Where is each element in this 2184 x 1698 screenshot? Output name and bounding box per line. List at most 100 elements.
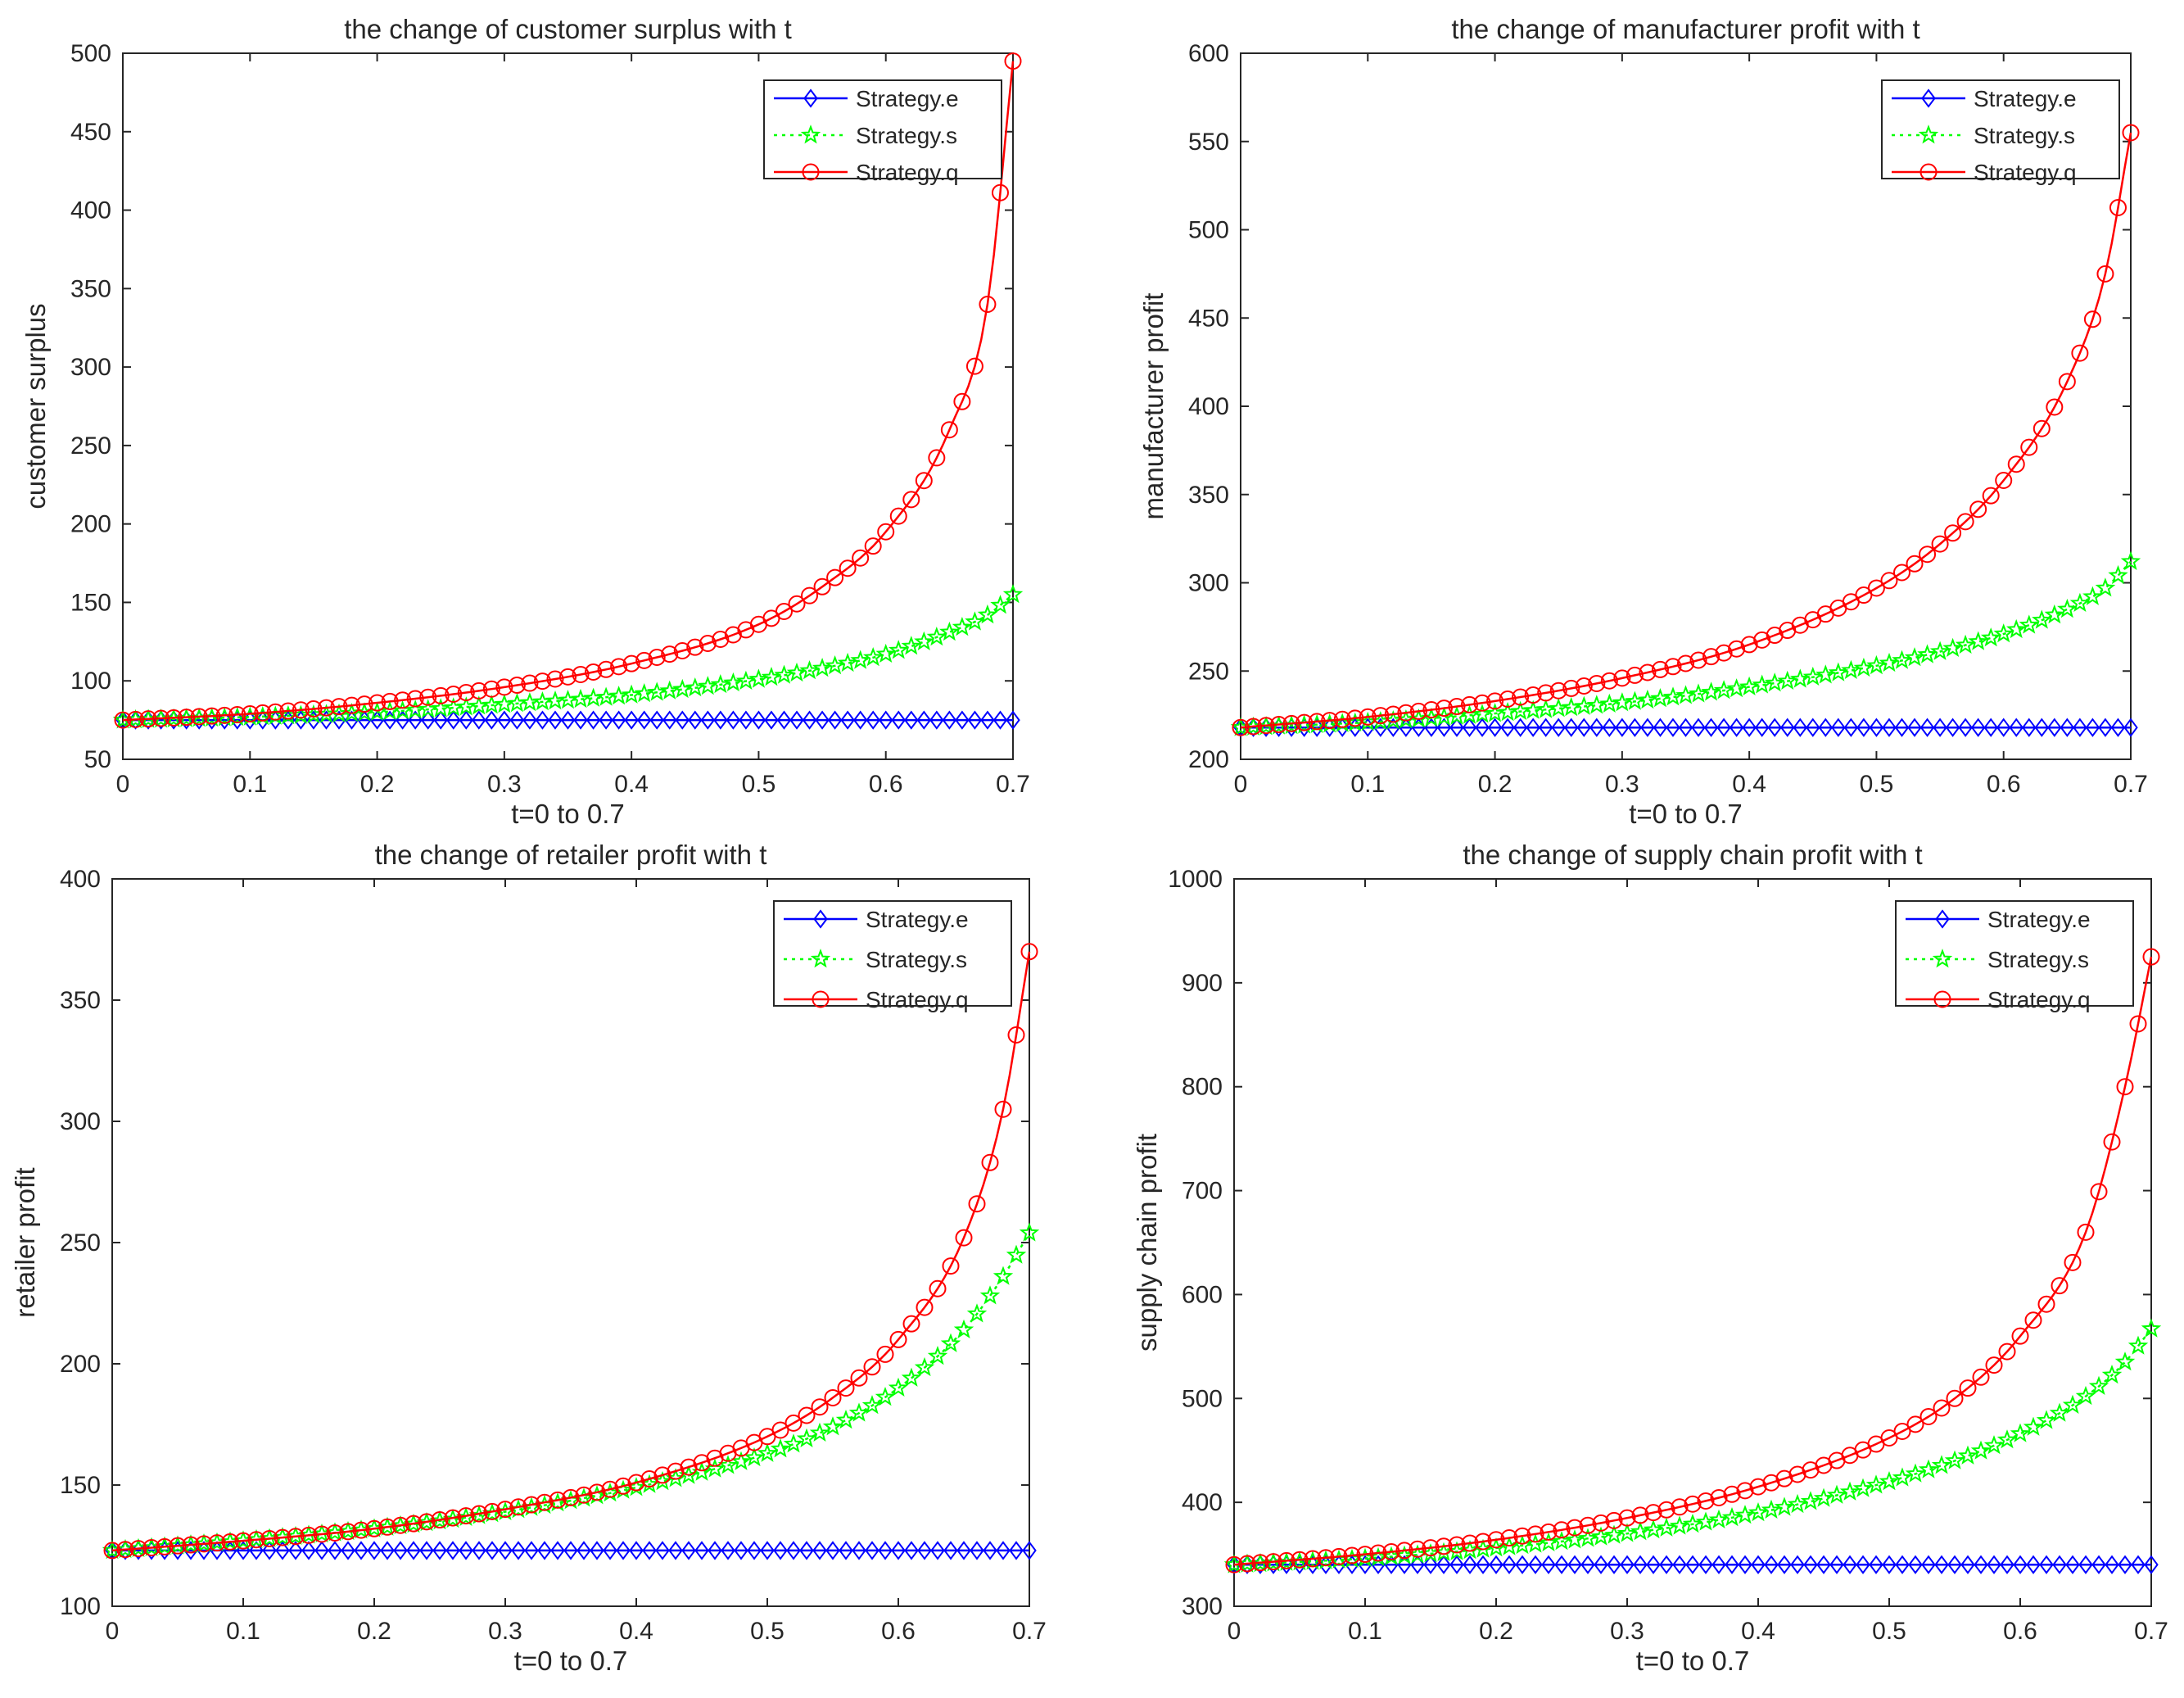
y-tick-label: 400	[60, 866, 101, 893]
data-point-marker	[1879, 652, 1900, 672]
legend-marker	[1921, 88, 1936, 108]
data-point-marker	[2077, 1223, 2095, 1241]
data-point-marker	[1567, 1555, 1582, 1574]
data-point-marker	[1395, 1542, 1413, 1560]
data-point-marker	[1729, 718, 1744, 737]
data-point-marker	[1689, 651, 1707, 669]
data-point-marker	[708, 1541, 722, 1560]
data-point-marker	[1004, 52, 1022, 70]
data-point-marker	[850, 650, 870, 669]
data-point-marker	[509, 710, 525, 730]
data-point-marker	[675, 710, 690, 730]
y-tick-label: 250	[1188, 658, 1229, 685]
data-point-marker	[1813, 1487, 1834, 1507]
y-tick-label: 400	[1188, 393, 1229, 420]
x-tick-label: 0.4	[1732, 771, 1766, 798]
chart-title: the change of manufacturer profit with t	[1451, 14, 1919, 44]
data-point-marker	[940, 421, 958, 439]
data-point-marker	[967, 710, 983, 730]
data-point-marker	[1627, 718, 1643, 737]
data-point-marker	[2127, 1335, 2149, 1355]
data-point-marker	[1748, 1501, 1769, 1522]
data-point-marker	[739, 710, 753, 730]
data-point-marker	[734, 1541, 748, 1560]
data-point-marker	[1603, 1524, 1625, 1544]
data-point-marker	[1869, 1555, 1883, 1574]
data-point-marker	[339, 1523, 357, 1541]
data-point-marker	[457, 1507, 475, 1525]
data-point-marker	[914, 1356, 935, 1377]
data-point-marker	[1947, 1555, 1962, 1574]
data-point-marker	[588, 1483, 606, 1501]
data-point-marker	[445, 1541, 460, 1560]
data-point-marker	[433, 710, 448, 730]
data-point-marker	[1685, 1555, 1700, 1574]
series-line	[1233, 1328, 2152, 1566]
data-point-marker	[590, 1541, 604, 1560]
data-point-marker	[1882, 1555, 1897, 1574]
data-point-marker	[2103, 1133, 2121, 1151]
data-point-marker	[783, 1433, 804, 1453]
data-point-marker	[1762, 1474, 1780, 1492]
data-point-marker	[300, 1526, 318, 1544]
data-point-marker	[127, 710, 145, 728]
data-point-marker	[901, 1367, 922, 1387]
data-point-marker	[1818, 718, 1834, 737]
data-point-marker	[2051, 1277, 2069, 1295]
data-point-marker	[221, 1533, 239, 1551]
data-point-marker	[2142, 948, 2160, 966]
data-point-marker	[328, 1541, 342, 1560]
data-point-marker	[801, 586, 819, 604]
data-point-marker	[317, 699, 335, 717]
y-tick-label: 900	[1182, 970, 1223, 997]
y-tick-label: 500	[1188, 217, 1229, 244]
data-point-marker	[916, 710, 932, 730]
data-point-marker	[1754, 718, 1770, 737]
data-point-marker	[1787, 1493, 1808, 1514]
data-point-marker	[2141, 1318, 2162, 1338]
data-point-marker	[627, 1474, 645, 1492]
data-point-marker	[1526, 718, 1540, 737]
data-point-marker	[1678, 718, 1693, 737]
data-point-marker	[1664, 658, 1682, 676]
data-point-marker	[1917, 644, 1938, 663]
x-tick-label: 0.2	[1478, 771, 1513, 798]
data-point-marker	[203, 707, 221, 725]
data-point-marker	[1007, 1026, 1025, 1044]
data-point-marker	[420, 710, 436, 730]
data-point-marker	[1879, 1470, 1900, 1491]
data-point-marker	[1933, 1399, 1951, 1417]
data-point-marker	[875, 643, 896, 663]
data-point-marker	[1751, 1555, 1766, 1574]
y-tick-label: 250	[70, 432, 111, 460]
data-point-marker	[2046, 398, 2064, 416]
data-point-marker	[1892, 650, 1912, 669]
data-point-marker	[815, 710, 830, 730]
data-point-marker	[1702, 648, 1721, 666]
chart-panel-4: 0 0.1 0.2 0.3 0.4 0.5 0.6 0.7 300 400 500 600 700 800…	[1132, 840, 2168, 1676]
data-point-marker	[1895, 1555, 1910, 1574]
data-point-marker	[2026, 1555, 2041, 1574]
legend-label: Strategy.e	[866, 907, 969, 932]
data-point-marker	[597, 660, 615, 678]
data-point-marker	[1461, 695, 1479, 713]
data-point-marker	[1653, 718, 1668, 737]
data-point-marker	[563, 1541, 578, 1560]
data-point-marker	[2083, 310, 2101, 328]
data-point-marker	[1513, 718, 1528, 737]
data-point-marker	[1996, 718, 2011, 737]
data-point-marker	[1633, 1555, 1648, 1574]
data-point-marker	[1620, 1555, 1635, 1574]
data-point-marker	[1463, 1555, 1477, 1574]
data-point-marker	[2110, 718, 2126, 737]
data-point-marker	[965, 357, 983, 375]
data-point-marker	[1829, 1555, 1844, 1574]
data-point-marker	[1856, 1555, 1870, 1574]
data-point-marker	[902, 491, 920, 509]
data-point-marker	[1831, 718, 1846, 737]
data-point-marker	[2000, 1555, 2014, 1574]
data-point-marker	[1397, 704, 1415, 722]
data-point-marker	[1958, 718, 1973, 737]
y-tick-label: 500	[1182, 1385, 1223, 1412]
data-point-marker	[355, 695, 373, 713]
